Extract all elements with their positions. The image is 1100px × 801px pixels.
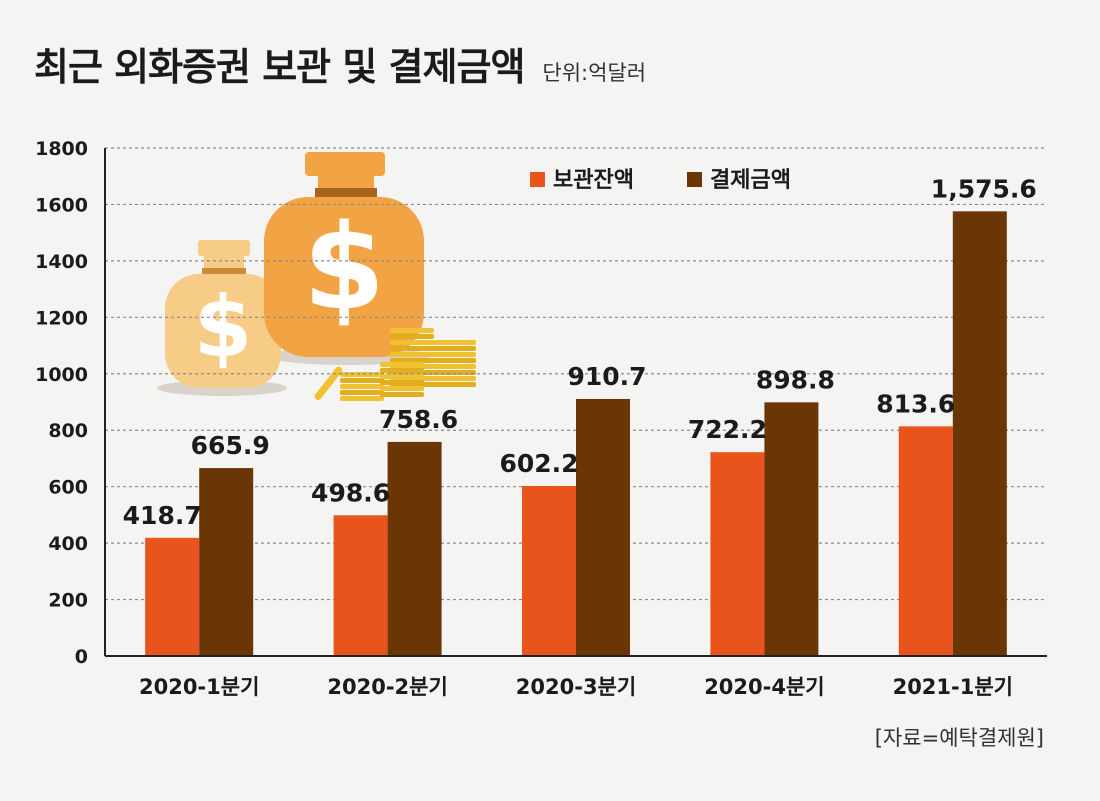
legend-swatch-settlement [687, 172, 702, 187]
data-label-storage: 602.2 [499, 449, 578, 478]
data-label-settlement: 665.9 [191, 431, 270, 460]
x-category-label: 2021-1분기 [893, 675, 1013, 699]
coin [432, 376, 476, 381]
x-category-label: 2020-1분기 [139, 675, 259, 699]
coin [432, 382, 476, 387]
x-category-label: 2020-4분기 [704, 675, 824, 699]
coin [340, 396, 384, 401]
coin [380, 380, 424, 385]
y-tick-label: 600 [48, 477, 88, 499]
y-tick-label: 1200 [35, 307, 88, 329]
coin [380, 392, 424, 397]
coin [390, 340, 434, 345]
y-axis-ticks: 0 200 400 600 800 1000 1200 1400 1600 1800 [35, 138, 88, 668]
y-tick-label: 1400 [35, 251, 88, 273]
data-label-storage: 813.6 [876, 389, 955, 418]
data-label-settlement: 1,575.6 [931, 174, 1037, 203]
coin [380, 368, 424, 373]
bar-settlement [952, 211, 1007, 656]
dollar-sign-icon: $ [194, 278, 252, 376]
coin [432, 358, 476, 363]
money-bag-large-icon: $ [264, 152, 424, 357]
data-label-storage: 418.7 [123, 501, 202, 530]
coin [380, 362, 424, 367]
y-tick-label: 200 [48, 590, 88, 612]
coin [340, 390, 384, 395]
legend-label-storage: 보관잔액 [553, 168, 634, 193]
source-note: [자료=예탁결제원] [874, 726, 1044, 750]
legend-swatch-storage [530, 172, 545, 187]
chart-title: 최근 외화증권 보관 및 결제금액 [34, 45, 525, 89]
data-label-settlement: 910.7 [567, 362, 646, 391]
bar-storage [333, 515, 388, 656]
money-bag-small-icon: $ [165, 240, 281, 388]
bars [145, 211, 1007, 656]
x-category-label: 2020-3분기 [516, 675, 636, 699]
data-label-settlement: 758.6 [379, 405, 458, 434]
coin [432, 364, 476, 369]
legend: 보관잔액 결제금액 [530, 168, 791, 193]
coin [390, 346, 434, 351]
coin [380, 374, 424, 379]
bar-storage [898, 426, 953, 656]
coin [340, 384, 384, 389]
title-row: 최근 외화증권 보관 및 결제금액 단위:억달러 [34, 36, 646, 91]
data-label-storage: 722.2 [688, 415, 767, 444]
y-tick-label: 1000 [35, 364, 88, 386]
coin [340, 372, 384, 377]
bar-settlement [764, 402, 819, 656]
coin [340, 378, 384, 383]
data-labels: 418.7 665.9 498.6 758.6 602.2 910.7 722.2 898.8… [123, 174, 1037, 530]
x-category-label: 2020-2분기 [327, 675, 447, 699]
y-tick-label: 0 [75, 646, 88, 668]
coin [390, 352, 434, 357]
coin [390, 328, 434, 333]
data-label-settlement: 898.8 [756, 365, 835, 394]
dollar-sign-icon: $ [303, 198, 385, 336]
coin [432, 352, 476, 357]
bar-storage [710, 452, 765, 656]
y-tick-label: 1800 [35, 138, 88, 160]
bar-settlement [199, 468, 254, 656]
coin [390, 358, 434, 363]
coin [390, 334, 434, 339]
y-tick-label: 800 [48, 420, 88, 442]
bar-storage [522, 486, 576, 656]
y-tick-label: 400 [48, 533, 88, 555]
bar-storage [145, 537, 200, 656]
bar-settlement [576, 398, 630, 656]
money-illustration: $ $ [157, 152, 476, 401]
x-axis-categories: 2020-1분기 2020-2분기 2020-3분기 2020-4분기 2021-1분기 [139, 675, 1013, 699]
coin [380, 386, 424, 391]
unit-label: 단위:억달러 [542, 61, 647, 85]
data-label-storage: 498.6 [311, 478, 390, 507]
coin [314, 366, 343, 401]
y-tick-label: 1600 [35, 194, 88, 216]
coin [432, 346, 476, 351]
legend-label-settlement: 결제금액 [710, 168, 791, 193]
coin [432, 340, 476, 345]
bar-settlement [387, 441, 442, 656]
